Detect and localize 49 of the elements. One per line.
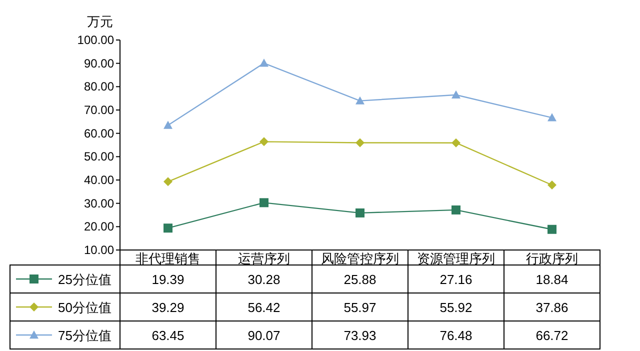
y-tick-label: 20.00 [84, 220, 114, 234]
y-tick-label: 30.00 [84, 196, 114, 210]
point [548, 224, 556, 234]
x-tick-label: 非代理销售 [136, 251, 200, 266]
data-label: 63.45 [152, 328, 184, 343]
point [260, 198, 268, 208]
data-label: 27.16 [440, 272, 472, 287]
data-label: 37.86 [536, 300, 568, 315]
y-tick-label: 40.00 [84, 173, 114, 187]
point [356, 138, 364, 148]
y-tick-label: 90.00 [84, 56, 114, 70]
data-label: 55.92 [440, 300, 472, 315]
y-tick-label: 70.00 [84, 103, 114, 117]
point [548, 180, 556, 190]
x-tick-label: 行政序列 [526, 251, 578, 266]
data-label: 39.29 [152, 300, 184, 315]
point [260, 58, 268, 67]
data-label: 55.97 [344, 300, 376, 315]
legend-label: 75分位值 [58, 328, 112, 343]
point [452, 205, 460, 214]
y-tick-label: 60.00 [84, 126, 114, 140]
point [164, 224, 172, 233]
data-label: 90.07 [248, 328, 280, 343]
data-label: 56.42 [248, 300, 280, 315]
point [356, 96, 364, 104]
point [164, 120, 172, 129]
x-tick-label: 运营序列 [238, 251, 290, 266]
point [452, 90, 460, 98]
data-label: 25.88 [344, 272, 376, 287]
data-label: 66.72 [536, 328, 568, 343]
data-label: 18.84 [536, 272, 568, 287]
data-label: 73.93 [344, 328, 376, 343]
legend-label: 50分位值 [58, 300, 112, 315]
y-axis-title: 万元 [87, 14, 113, 29]
data-label: 30.28 [248, 272, 280, 287]
point [452, 138, 460, 148]
y-tick-label: 50.00 [84, 150, 114, 164]
x-tick-label: 资源管理序列 [417, 251, 495, 266]
point [548, 113, 556, 122]
y-tick-label: 10.00 [84, 243, 114, 257]
x-tick-label: 风险管控序列 [321, 251, 399, 266]
data-label: 76.48 [440, 328, 472, 343]
point [164, 177, 172, 186]
y-tick-label: 80.00 [84, 80, 114, 94]
legend-label: 25分位值 [58, 272, 112, 287]
point [260, 137, 268, 146]
data-label: 19.39 [152, 272, 184, 287]
point [356, 208, 364, 218]
y-tick-label: 100.00 [77, 33, 114, 47]
